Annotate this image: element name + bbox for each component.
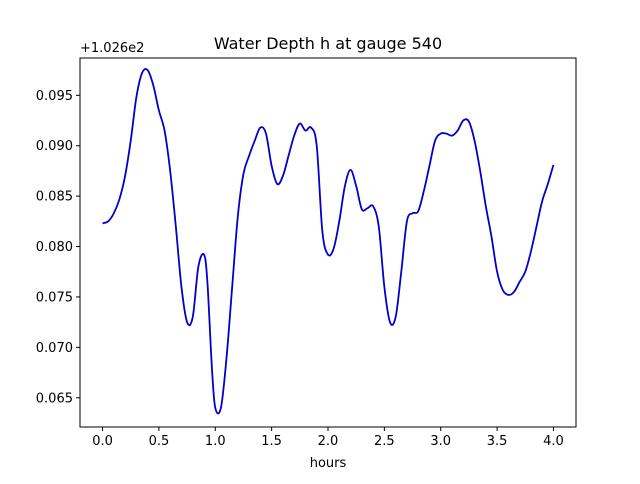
y-tick-label: 0.065 [36,391,73,406]
x-tick-label: 4.0 [543,434,564,449]
x-tick-label: 2.5 [374,434,395,449]
y-tick-label: 0.070 [36,341,73,356]
x-tick-label: 0.5 [149,434,170,449]
chart-title: Water Depth h at gauge 540 [214,34,442,53]
y-tick-label: 0.080 [36,240,73,255]
x-tick-label: 1.0 [205,434,226,449]
y-offset-label: +1.026e2 [80,41,144,56]
x-tick-label: 0.0 [92,434,113,449]
y-tick-label: 0.095 [36,89,73,104]
y-tick-label: 0.075 [36,290,73,305]
series-line [102,68,555,415]
x-tick-label: 1.5 [261,434,282,449]
plot-area: 0.0 0.5 1.0 1.5 2.0 2.5 3.0 3.5 4.0 0.065 0.070 0.0… [36,57,577,449]
x-axis-label: hours [310,456,347,471]
x-tick-label: 2.0 [318,434,339,449]
x-tick-label: 3.0 [430,434,451,449]
y-tick-label: 0.085 [36,190,73,205]
y-tick-label: 0.090 [36,139,73,154]
x-tick-label: 3.5 [487,434,508,449]
